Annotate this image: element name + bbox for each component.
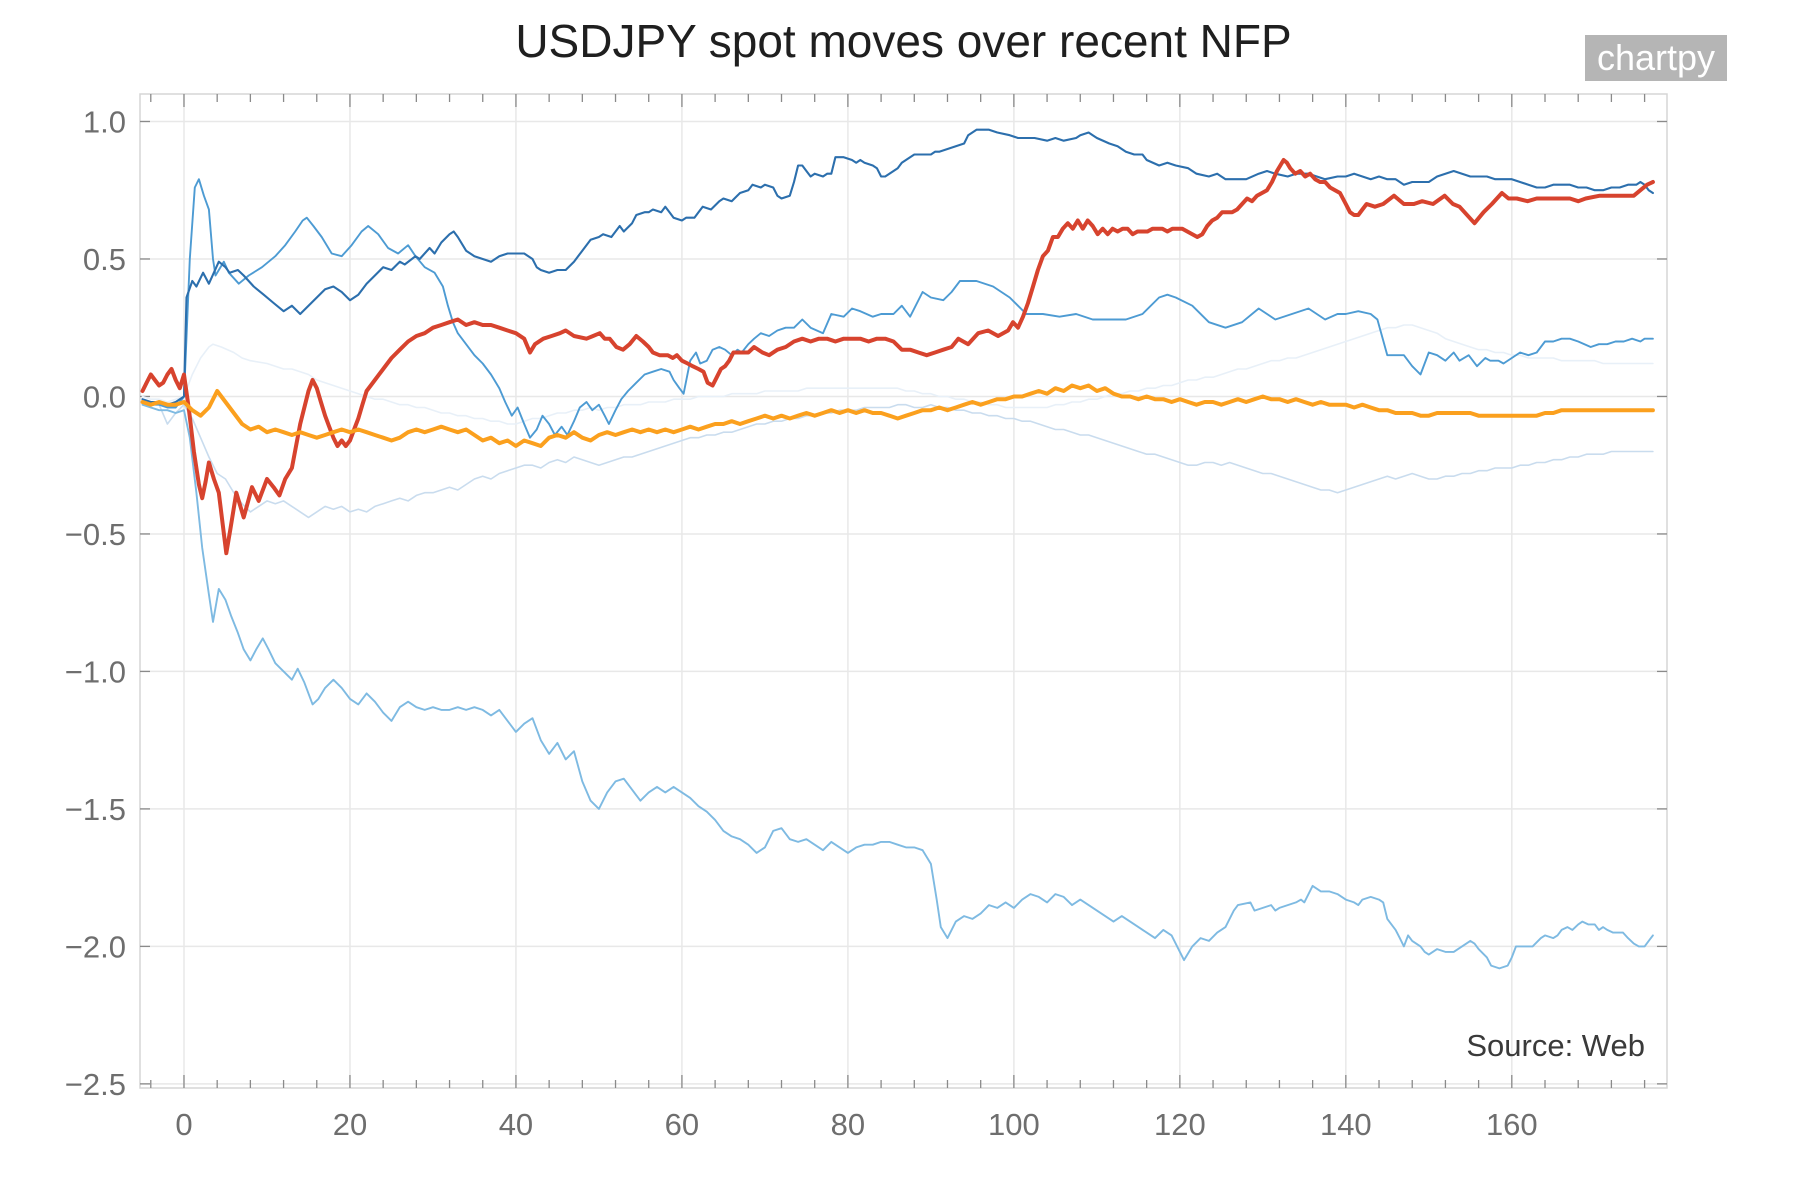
y-tick-label: −1.5 xyxy=(65,792,126,827)
x-tick-label: 160 xyxy=(1486,1107,1538,1142)
y-tick-label: −1.0 xyxy=(65,654,126,689)
x-tick-label: 0 xyxy=(175,1107,192,1142)
series-line-red xyxy=(140,158,1655,556)
x-tick-label: 40 xyxy=(499,1107,533,1142)
y-tick-label: 0.0 xyxy=(83,379,126,414)
x-tick-label: 120 xyxy=(1154,1107,1206,1142)
chart-title: USDJPY spot moves over recent NFP xyxy=(515,15,1292,67)
plot-frame xyxy=(139,93,1668,1089)
series-line-sky-blue xyxy=(141,403,1654,970)
y-tick-label: −2.0 xyxy=(65,929,126,964)
series-line-orange xyxy=(140,383,1655,448)
x-tick-label: 80 xyxy=(831,1107,865,1142)
series-line-dark-blue xyxy=(141,128,1654,406)
x-tick-label: 20 xyxy=(333,1107,367,1142)
y-tick-label: −2.5 xyxy=(65,1067,126,1102)
series-line-faint-blue xyxy=(141,324,1654,425)
y-tick-label: 1.0 xyxy=(83,104,126,139)
x-tick-label: 60 xyxy=(665,1107,699,1142)
series-line-pale-blue xyxy=(141,398,1654,519)
source-note: Source: Web xyxy=(1466,1028,1645,1063)
x-tick-label: 100 xyxy=(988,1107,1040,1142)
series-line-medium-blue xyxy=(141,178,1654,439)
y-tick-label: 0.5 xyxy=(83,242,126,277)
y-tick-label: −0.5 xyxy=(65,517,126,552)
x-tick-label: 140 xyxy=(1320,1107,1372,1142)
chartpy-watermark: chartpy xyxy=(1585,35,1727,81)
